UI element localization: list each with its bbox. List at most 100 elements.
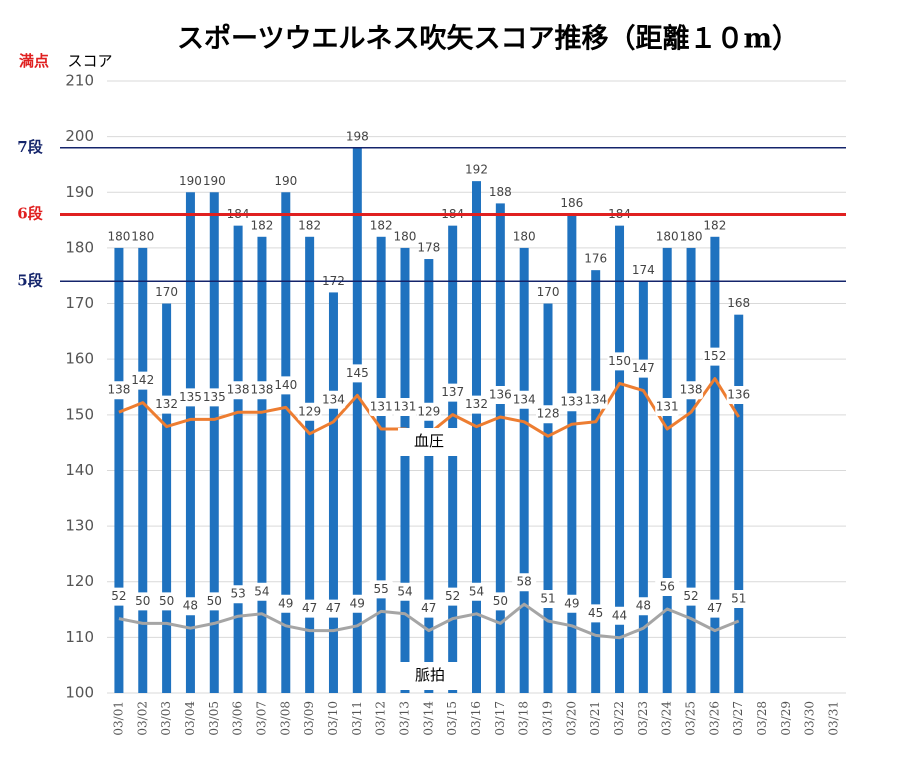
bar-value-label: 198	[346, 129, 369, 143]
value-label-bg	[655, 578, 680, 596]
bar	[162, 303, 172, 693]
line-value-label: 54	[397, 584, 412, 598]
y-tick-label: 140	[65, 461, 94, 479]
x-tick-label: 03/01	[111, 701, 125, 736]
line-value-label: 129	[298, 404, 321, 418]
line-value-label: 129	[417, 404, 440, 418]
line-value-label: 131	[656, 400, 679, 414]
x-tick-label: 03/26	[707, 701, 721, 736]
line-value-label: 54	[469, 584, 484, 598]
line-value-label: 134	[513, 392, 536, 406]
x-tick-label: 03/27	[731, 701, 745, 736]
annotation-box	[398, 428, 460, 456]
value-label-bg	[607, 606, 632, 625]
line-value-label: 150	[608, 354, 631, 368]
bar	[615, 225, 625, 693]
line-value-label: 136	[727, 388, 750, 402]
bar	[519, 247, 529, 693]
bar-value-label: 180	[680, 229, 703, 243]
line-value-label: 48	[636, 599, 651, 613]
full-score-label: 満点	[19, 52, 49, 70]
y-tick-label: 110	[65, 628, 94, 646]
value-label-bg	[488, 386, 513, 404]
bar	[495, 203, 505, 693]
value-label-bg	[249, 381, 274, 400]
line-value-label: 50	[207, 594, 222, 608]
line-value-label: 48	[183, 599, 198, 613]
x-tick-label: 03/24	[660, 701, 674, 736]
value-label-bg	[369, 580, 394, 599]
line-value-label: 136	[489, 388, 512, 402]
line-value-label: 47	[326, 601, 341, 615]
line-value-label: 47	[421, 601, 436, 615]
value-label-bg	[416, 599, 441, 618]
x-tick-label: 03/28	[755, 701, 769, 736]
value-label-bg	[130, 371, 155, 390]
value-label-bg	[464, 582, 489, 601]
bar	[305, 236, 315, 694]
value-label-bg	[226, 585, 251, 604]
value-label-bg	[345, 364, 370, 383]
bar-value-label: 192	[465, 163, 488, 177]
line-value-label: 47	[302, 601, 317, 615]
value-label-bg	[273, 376, 298, 395]
value-label-bg	[106, 381, 131, 400]
line-value-label: 55	[374, 582, 389, 596]
x-tick-label: 03/23	[636, 701, 650, 736]
line-value-label: 52	[445, 589, 460, 603]
x-tick-label: 03/02	[135, 701, 149, 736]
line-value-label: 135	[179, 390, 202, 404]
line-value-label: 44	[612, 608, 627, 622]
bar	[328, 292, 338, 693]
bar-value-label: 180	[656, 229, 679, 243]
value-label-bg	[726, 386, 751, 404]
value-label-bg	[321, 599, 346, 618]
line-value-label: 128	[537, 407, 560, 421]
value-label-bg	[130, 592, 155, 611]
line-value-label: 50	[493, 594, 508, 608]
line-value-label: 47	[707, 601, 722, 615]
line-value-label: 133	[560, 395, 583, 409]
x-tick-label: 03/06	[231, 701, 245, 736]
value-label-bg	[607, 352, 632, 371]
x-tick-label: 03/05	[207, 701, 221, 736]
line-value-label: 50	[135, 594, 150, 608]
reference-label: 6段	[17, 205, 42, 223]
value-label-bg	[559, 393, 584, 412]
bar	[352, 147, 362, 693]
x-tick-label: 03/10	[326, 701, 340, 736]
x-tick-label: 03/13	[397, 701, 411, 736]
y-tick-label: 160	[65, 350, 94, 368]
x-tick-label: 03/25	[684, 701, 698, 736]
line-value-label: 51	[731, 592, 746, 606]
line-value-label: 138	[107, 383, 130, 397]
line-value-label: 52	[111, 589, 126, 603]
line-value-label: 58	[517, 575, 532, 589]
value-label-bg	[297, 402, 322, 421]
line-value-label: 50	[159, 594, 174, 608]
bp-annotation: 血圧	[414, 432, 444, 450]
value-label-bg	[631, 359, 656, 378]
x-tick-label: 03/22	[612, 701, 626, 736]
line-value-label: 145	[346, 366, 369, 380]
value-label-bg	[679, 381, 704, 400]
y-axis-label: スコア	[67, 52, 112, 70]
value-label-bg	[440, 587, 465, 606]
line-value-label: 138	[227, 383, 250, 397]
y-tick-label: 130	[65, 517, 94, 535]
line-value-label: 152	[703, 349, 726, 363]
line-value-label: 134	[584, 392, 607, 406]
bar	[376, 236, 386, 694]
line-value-label: 131	[370, 400, 393, 414]
x-tick-label: 03/17	[493, 701, 507, 736]
x-tick-label: 03/09	[302, 701, 316, 736]
x-tick-label: 03/03	[159, 701, 173, 736]
value-label-bg	[702, 599, 727, 618]
bar	[448, 225, 458, 693]
value-label-bg	[512, 390, 537, 409]
bar-value-label: 174	[632, 263, 655, 277]
y-tick-label: 180	[65, 238, 94, 256]
x-tick-label: 03/18	[517, 701, 531, 736]
line-value-label: 138	[250, 383, 273, 397]
value-label-bg	[702, 347, 727, 366]
